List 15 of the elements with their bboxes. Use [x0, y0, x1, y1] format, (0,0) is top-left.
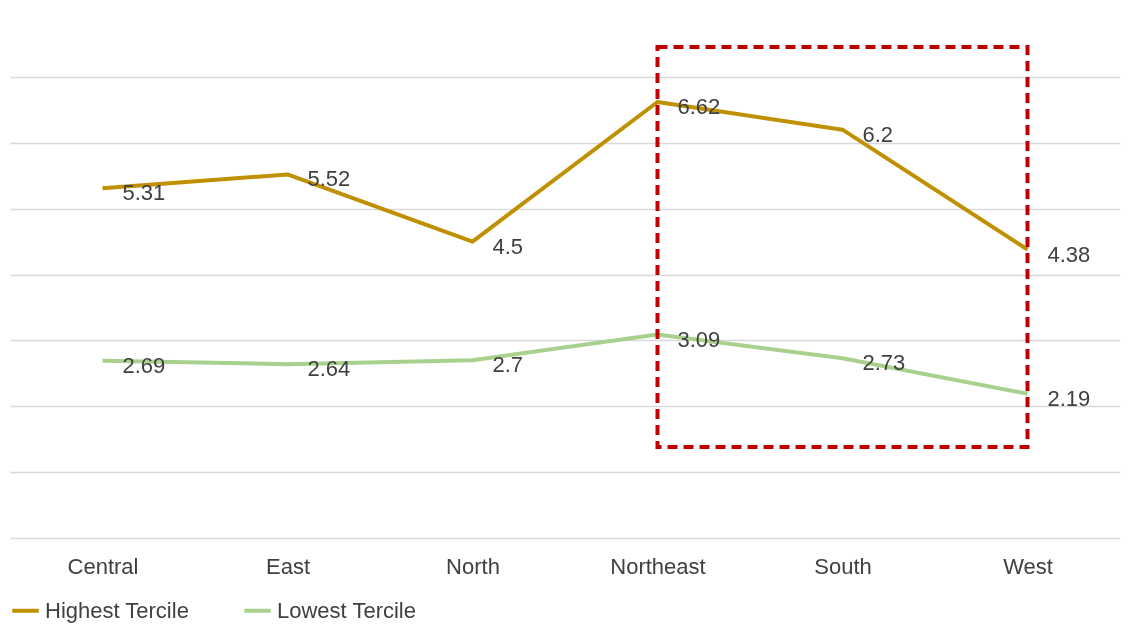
legend-label: Lowest Tercile — [277, 597, 416, 623]
x-tick-label: South — [814, 553, 872, 579]
data-label: 4.5 — [492, 233, 524, 259]
x-tick-label: East — [265, 553, 311, 579]
data-label: 5.31 — [122, 180, 166, 206]
data-label: 6.2 — [862, 121, 894, 147]
data-label: 2.7 — [492, 352, 524, 378]
legend-label: Highest Tercile — [45, 597, 189, 623]
data-label: 4.38 — [1047, 241, 1091, 267]
data-label: 5.52 — [307, 166, 351, 192]
x-tick-label: Northeast — [610, 553, 706, 579]
data-label: 2.19 — [1047, 385, 1091, 411]
x-tick-label: North — [446, 553, 500, 579]
x-tick-label: Central — [67, 553, 139, 579]
x-tick-label: West — [1003, 553, 1053, 579]
